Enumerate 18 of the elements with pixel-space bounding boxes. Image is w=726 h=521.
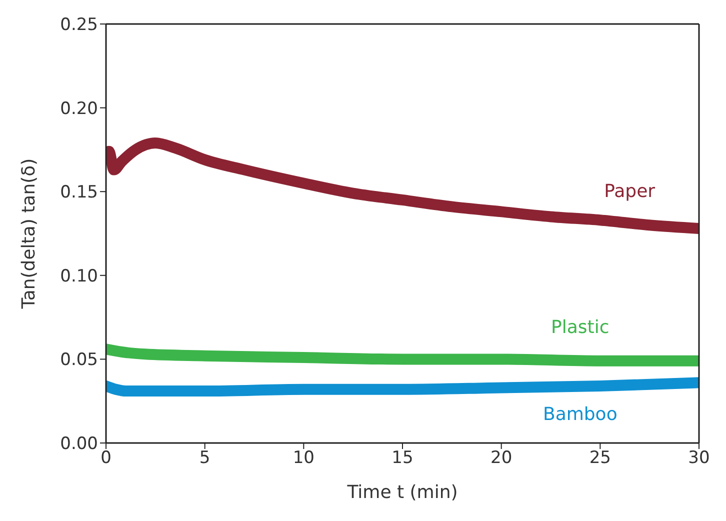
series-label: Paper	[604, 181, 656, 202]
x-tick-label: 25	[589, 448, 611, 468]
y-tick-label: 0.15	[60, 182, 98, 203]
x-tick-label: 5	[199, 448, 210, 468]
x-tick-label: 20	[490, 448, 512, 468]
x-tick-label: 30	[688, 448, 710, 468]
y-tick-label: 0.20	[60, 98, 98, 119]
x-tick-label: 0	[100, 448, 112, 468]
x-tick-label: 15	[392, 448, 414, 468]
y-axis-title: Tan(delta) tan(δ)	[18, 158, 40, 310]
y-tick-label: 0.00	[60, 434, 98, 454]
series-label: Plastic	[551, 316, 610, 338]
x-axis-title: Time t (min)	[346, 482, 458, 503]
x-tick-label: 10	[292, 448, 314, 468]
y-tick-label: 0.25	[60, 15, 98, 36]
y-tick-label: 0.10	[60, 266, 98, 286]
series-label: Bamboo	[542, 404, 618, 426]
y-tick-label: 0.05	[60, 350, 98, 370]
